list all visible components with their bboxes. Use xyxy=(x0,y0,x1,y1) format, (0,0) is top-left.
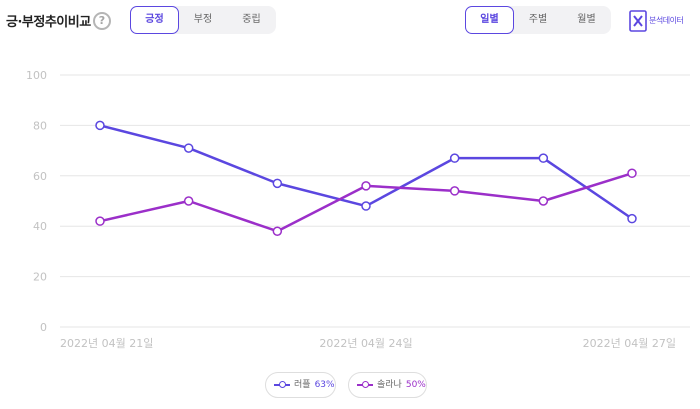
x-tick-label: 2022년 04월 27일 xyxy=(583,336,676,350)
y-tick-label: 20 xyxy=(33,271,47,284)
export-label: 분석데이터 xyxy=(649,16,684,25)
data-point xyxy=(183,196,194,206)
data-point xyxy=(272,178,283,189)
chart-legend: 러플 63% 솔라나 50% xyxy=(0,372,700,398)
sentiment-trend-line-chart: 0 20 40 60 80 100 2022년 04월 21일 2022년 04월 24일 20… xyxy=(26,69,690,350)
data-point xyxy=(183,143,194,153)
tab-monthly[interactable]: 월별 xyxy=(577,14,596,25)
x-tick-label: 2022년 04월 21일 xyxy=(60,336,153,350)
data-point xyxy=(627,213,637,224)
period-segmented-control: 일별 주별 월별 xyxy=(465,6,611,34)
x-tick-label: 2022년 04월 24일 xyxy=(319,336,412,350)
legend-item-solana[interactable]: 솔라나 50% xyxy=(348,372,427,398)
y-tick-label: 80 xyxy=(33,119,47,132)
legend-series-marker xyxy=(274,381,290,388)
y-tick-label: 60 xyxy=(33,170,47,183)
data-point xyxy=(538,153,549,163)
y-tick-label: 100 xyxy=(26,69,47,82)
data-point xyxy=(272,226,283,236)
data-point xyxy=(627,168,637,179)
help-icon[interactable]: ? xyxy=(93,12,111,30)
y-tick-label: 40 xyxy=(33,220,47,233)
sentiment-segmented-control: 긍정 부정 중립 xyxy=(130,6,276,34)
page-title: 긍·부정추이비교 xyxy=(6,15,91,30)
legend-series-share: 50% xyxy=(405,380,426,390)
data-point xyxy=(449,153,460,163)
tab-negative[interactable]: 부정 xyxy=(193,14,213,25)
data-point xyxy=(538,196,549,206)
legend-item-ripple[interactable]: 러플 63% xyxy=(265,372,336,398)
data-point xyxy=(361,181,371,191)
legend-series-name: 러플 xyxy=(294,380,311,390)
data-point xyxy=(449,186,460,196)
legend-series-marker xyxy=(357,381,373,388)
legend-series-share: 63% xyxy=(314,380,335,390)
data-point xyxy=(361,201,371,211)
excel-export-icon xyxy=(629,10,647,32)
tab-weekly[interactable]: 주별 xyxy=(528,14,548,25)
y-tick-label: 0 xyxy=(40,321,47,334)
data-point xyxy=(95,216,105,226)
tab-neutral[interactable]: 중립 xyxy=(242,14,261,25)
chart-header: 긍·부정추이비교 ? 긍정 부정 중립 일별 주별 월별 분석데이터 xyxy=(0,0,700,44)
tab-positive[interactable]: 긍정 xyxy=(130,6,179,34)
tab-daily[interactable]: 일별 xyxy=(465,6,514,34)
legend-series-name: 솔라나 xyxy=(377,380,402,390)
data-point xyxy=(95,120,105,131)
